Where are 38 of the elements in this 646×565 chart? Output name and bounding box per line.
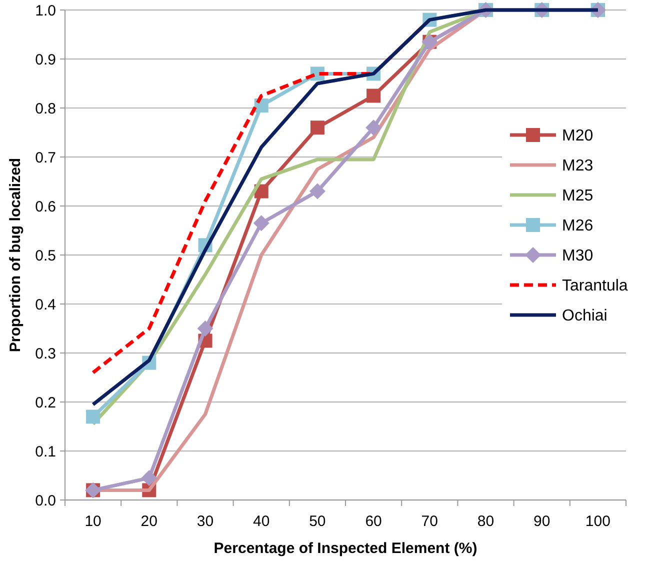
- y-tick-label: 0.6: [35, 198, 56, 216]
- y-tick-label: 0.9: [35, 51, 56, 68]
- point: [310, 120, 324, 135]
- point: [366, 120, 382, 136]
- x-tick-label: 20: [140, 513, 158, 530]
- y-axis-title: Proportion of bug localized: [7, 158, 24, 352]
- y-tick-label: 0.4: [35, 296, 56, 314]
- point: [309, 183, 326, 200]
- y-tick-label: 1.0: [35, 2, 56, 20]
- x-tick-label: 90: [534, 513, 550, 530]
- y-tick-label: 0.8: [35, 100, 56, 118]
- point: [253, 215, 270, 232]
- x-tick-label: 30: [196, 513, 214, 530]
- x-tick-label: 40: [253, 513, 270, 530]
- y-tick-label: 0.0: [35, 492, 56, 510]
- x-tick-label: 100: [585, 513, 610, 530]
- legend-label: M23: [562, 158, 594, 175]
- y-tick-label: 0.1: [35, 443, 56, 460]
- y-tick-label: 0.3: [35, 345, 56, 362]
- y-tick-label: 0.7: [35, 149, 56, 166]
- x-tick-label: 50: [309, 513, 326, 530]
- x-axis-title: Percentage of Inspected Element (%): [214, 540, 478, 557]
- point: [141, 470, 158, 486]
- x-tick-label: 10: [84, 513, 102, 530]
- y-tick-label: 0.5: [35, 247, 56, 264]
- point: [86, 410, 100, 424]
- legend-label: M20: [562, 128, 594, 145]
- legend-label: M30: [562, 248, 594, 265]
- x-tick-label: 80: [477, 513, 494, 530]
- point: [197, 320, 214, 336]
- point: [366, 88, 381, 103]
- legend-label: Tarantula: [562, 278, 628, 295]
- x-tick-label: 70: [421, 513, 438, 530]
- legend-label: M25: [562, 188, 594, 205]
- legend-label: Ochiai: [562, 308, 608, 325]
- y-tick-label: 0.2: [35, 394, 56, 412]
- x-tick-label: 60: [365, 513, 382, 530]
- legend-label: M26: [562, 218, 594, 235]
